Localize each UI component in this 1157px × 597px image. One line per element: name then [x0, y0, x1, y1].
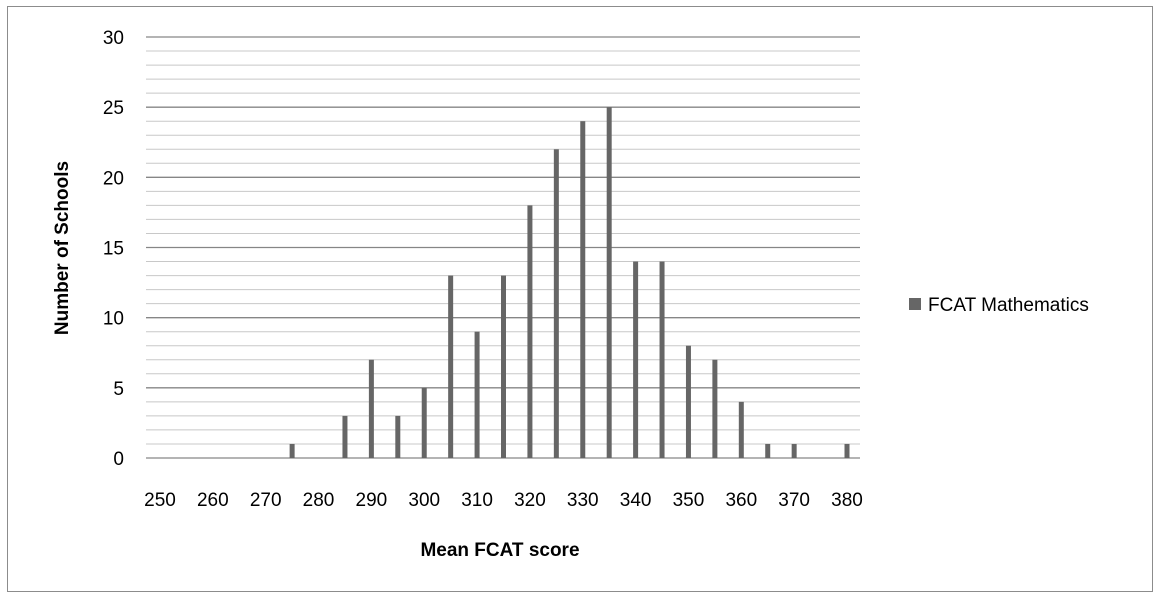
bar-315 [501, 275, 506, 458]
y-tick-label: 0 [113, 449, 124, 470]
x-tick-label: 300 [408, 490, 440, 511]
bar-370 [791, 443, 797, 458]
x-tick-label: 260 [197, 490, 229, 511]
bar-360 [738, 401, 744, 458]
x-tick-label: 310 [461, 490, 493, 511]
bar-290 [368, 359, 374, 458]
x-tick-label: 320 [514, 490, 546, 511]
x-tick-label: 350 [673, 490, 705, 511]
x-tick-label: 280 [303, 490, 335, 511]
x-tick-label: 380 [831, 490, 863, 511]
bar-275 [289, 443, 295, 458]
bar-300 [421, 387, 427, 458]
bar-285 [342, 415, 348, 458]
bar-295 [395, 415, 401, 458]
bar-355 [712, 359, 718, 458]
x-tick-label: 250 [144, 490, 176, 511]
x-tick-label: 270 [250, 490, 282, 511]
bars [289, 107, 850, 459]
chart-frame [7, 6, 1153, 592]
x-tick-label: 330 [567, 490, 599, 511]
y-tick-label: 5 [113, 379, 124, 400]
x-tick-label: 340 [620, 490, 652, 511]
legend-label: FCAT Mathematics [928, 295, 1089, 316]
y-tick-label: 20 [103, 168, 124, 189]
bar-310 [474, 331, 480, 458]
y-tick-label: 25 [103, 98, 124, 119]
bar-320 [527, 205, 533, 458]
x-tick-labels: 250 260 270 280 290 300 310 320 330 340 350 360 370 3… [144, 490, 863, 511]
bar-325 [553, 149, 559, 458]
y-axis-title: Number of Schools [52, 161, 73, 335]
bar-365 [765, 443, 771, 458]
x-tick-label: 370 [778, 490, 810, 511]
y-tick-label: 15 [103, 239, 124, 260]
bar-340 [633, 261, 639, 458]
y-tick-label: 30 [103, 28, 124, 49]
bar-345 [659, 261, 665, 458]
y-tick-label: 10 [103, 309, 124, 330]
bar-335 [606, 107, 612, 459]
bar-350 [685, 345, 691, 458]
x-axis-title: Mean FCAT score [420, 540, 579, 561]
bar-330 [580, 121, 586, 458]
legend-swatch [909, 298, 921, 310]
x-tick-label: 360 [725, 490, 757, 511]
bar-305 [448, 275, 454, 458]
y-tick-labels: 0 5 10 15 20 25 30 [103, 28, 124, 470]
x-tick-label: 290 [356, 490, 388, 511]
bar-380 [844, 443, 850, 458]
legend: FCAT Mathematics [909, 295, 1089, 316]
